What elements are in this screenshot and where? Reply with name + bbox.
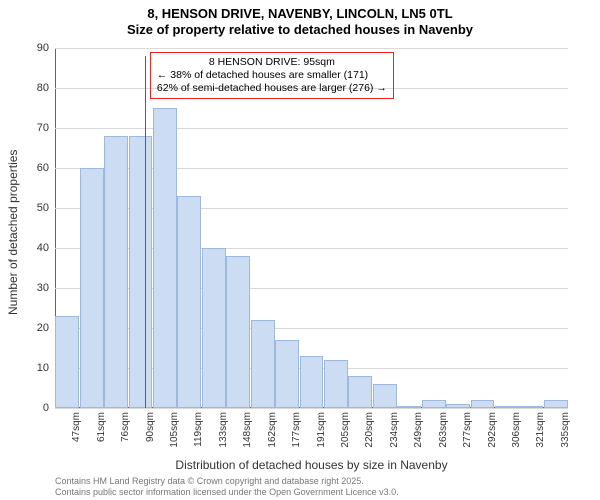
plot-area: 010203040506070809047sqm61sqm76sqm90sqm1… [55, 48, 568, 408]
x-tick-label: 162sqm [267, 412, 278, 448]
histogram-bar [275, 340, 299, 408]
gridline [55, 128, 568, 129]
x-axis-label: Distribution of detached houses by size … [55, 458, 568, 472]
callout-line: ← 38% of detached houses are smaller (17… [157, 69, 387, 82]
x-tick-label: 177sqm [291, 412, 302, 448]
x-tick-label: 191sqm [316, 412, 327, 448]
histogram-bar [471, 400, 495, 408]
callout-box: 8 HENSON DRIVE: 95sqm← 38% of detached h… [150, 52, 394, 99]
title-line1: 8, HENSON DRIVE, NAVENBY, LINCOLN, LN5 0… [0, 6, 600, 21]
histogram-bar [104, 136, 128, 408]
y-axis-label: Number of detached properties [6, 150, 20, 315]
x-tick-label: 249sqm [413, 412, 424, 448]
histogram-bar [495, 406, 519, 408]
y-tick-label: 70 [37, 122, 49, 134]
x-tick-label: 76sqm [120, 412, 131, 442]
histogram-bar [153, 108, 177, 408]
y-tick-label: 30 [37, 282, 49, 294]
x-tick-label: 47sqm [71, 412, 82, 442]
x-tick-label: 220sqm [364, 412, 375, 448]
x-tick-label: 306sqm [511, 412, 522, 448]
histogram-bar [251, 320, 275, 408]
histogram-bar [202, 248, 226, 408]
histogram-bar [129, 136, 153, 408]
x-tick-label: 61sqm [96, 412, 107, 442]
histogram-bar [300, 356, 324, 408]
callout-line: 8 HENSON DRIVE: 95sqm [157, 56, 387, 69]
x-tick-label: 105sqm [169, 412, 180, 448]
x-tick-label: 234sqm [389, 412, 400, 448]
histogram-bar [397, 406, 421, 408]
y-tick-label: 60 [37, 162, 49, 174]
credits: Contains HM Land Registry data © Crown c… [55, 476, 568, 498]
y-tick-label: 10 [37, 362, 49, 374]
y-tick-label: 0 [43, 402, 49, 414]
histogram-bar [446, 404, 470, 408]
y-tick-label: 40 [37, 242, 49, 254]
histogram-bar [519, 406, 543, 408]
x-tick-label: 321sqm [535, 412, 546, 448]
title-line2: Size of property relative to detached ho… [0, 22, 600, 37]
y-tick-label: 50 [37, 202, 49, 214]
y-tick-label: 80 [37, 82, 49, 94]
histogram-bar [80, 168, 104, 408]
x-tick-label: 119sqm [193, 412, 204, 447]
gridline [55, 48, 568, 49]
y-tick-label: 90 [37, 42, 49, 54]
x-tick-label: 205sqm [340, 412, 351, 448]
figure: 8, HENSON DRIVE, NAVENBY, LINCOLN, LN5 0… [0, 0, 600, 500]
histogram-bar [422, 400, 446, 408]
histogram-bar [226, 256, 250, 408]
x-tick-label: 277sqm [462, 412, 473, 448]
callout-line: 62% of semi-detached houses are larger (… [157, 82, 387, 95]
x-tick-label: 263sqm [438, 412, 449, 448]
credit-line1: Contains HM Land Registry data © Crown c… [55, 476, 568, 487]
reference-line [145, 56, 146, 408]
y-tick-label: 20 [37, 322, 49, 334]
histogram-bar [373, 384, 397, 408]
histogram-bar [177, 196, 201, 408]
x-tick-label: 292sqm [487, 412, 498, 448]
histogram-bar [324, 360, 348, 408]
credit-line2: Contains public sector information licen… [55, 487, 568, 498]
x-tick-label: 90sqm [145, 412, 156, 442]
histogram-bar [55, 316, 79, 408]
histogram-bar [544, 400, 568, 408]
x-tick-label: 133sqm [218, 412, 229, 448]
x-tick-label: 148sqm [242, 412, 253, 448]
x-tick-label: 335sqm [560, 412, 571, 448]
histogram-bar [348, 376, 372, 408]
gridline [55, 408, 568, 409]
